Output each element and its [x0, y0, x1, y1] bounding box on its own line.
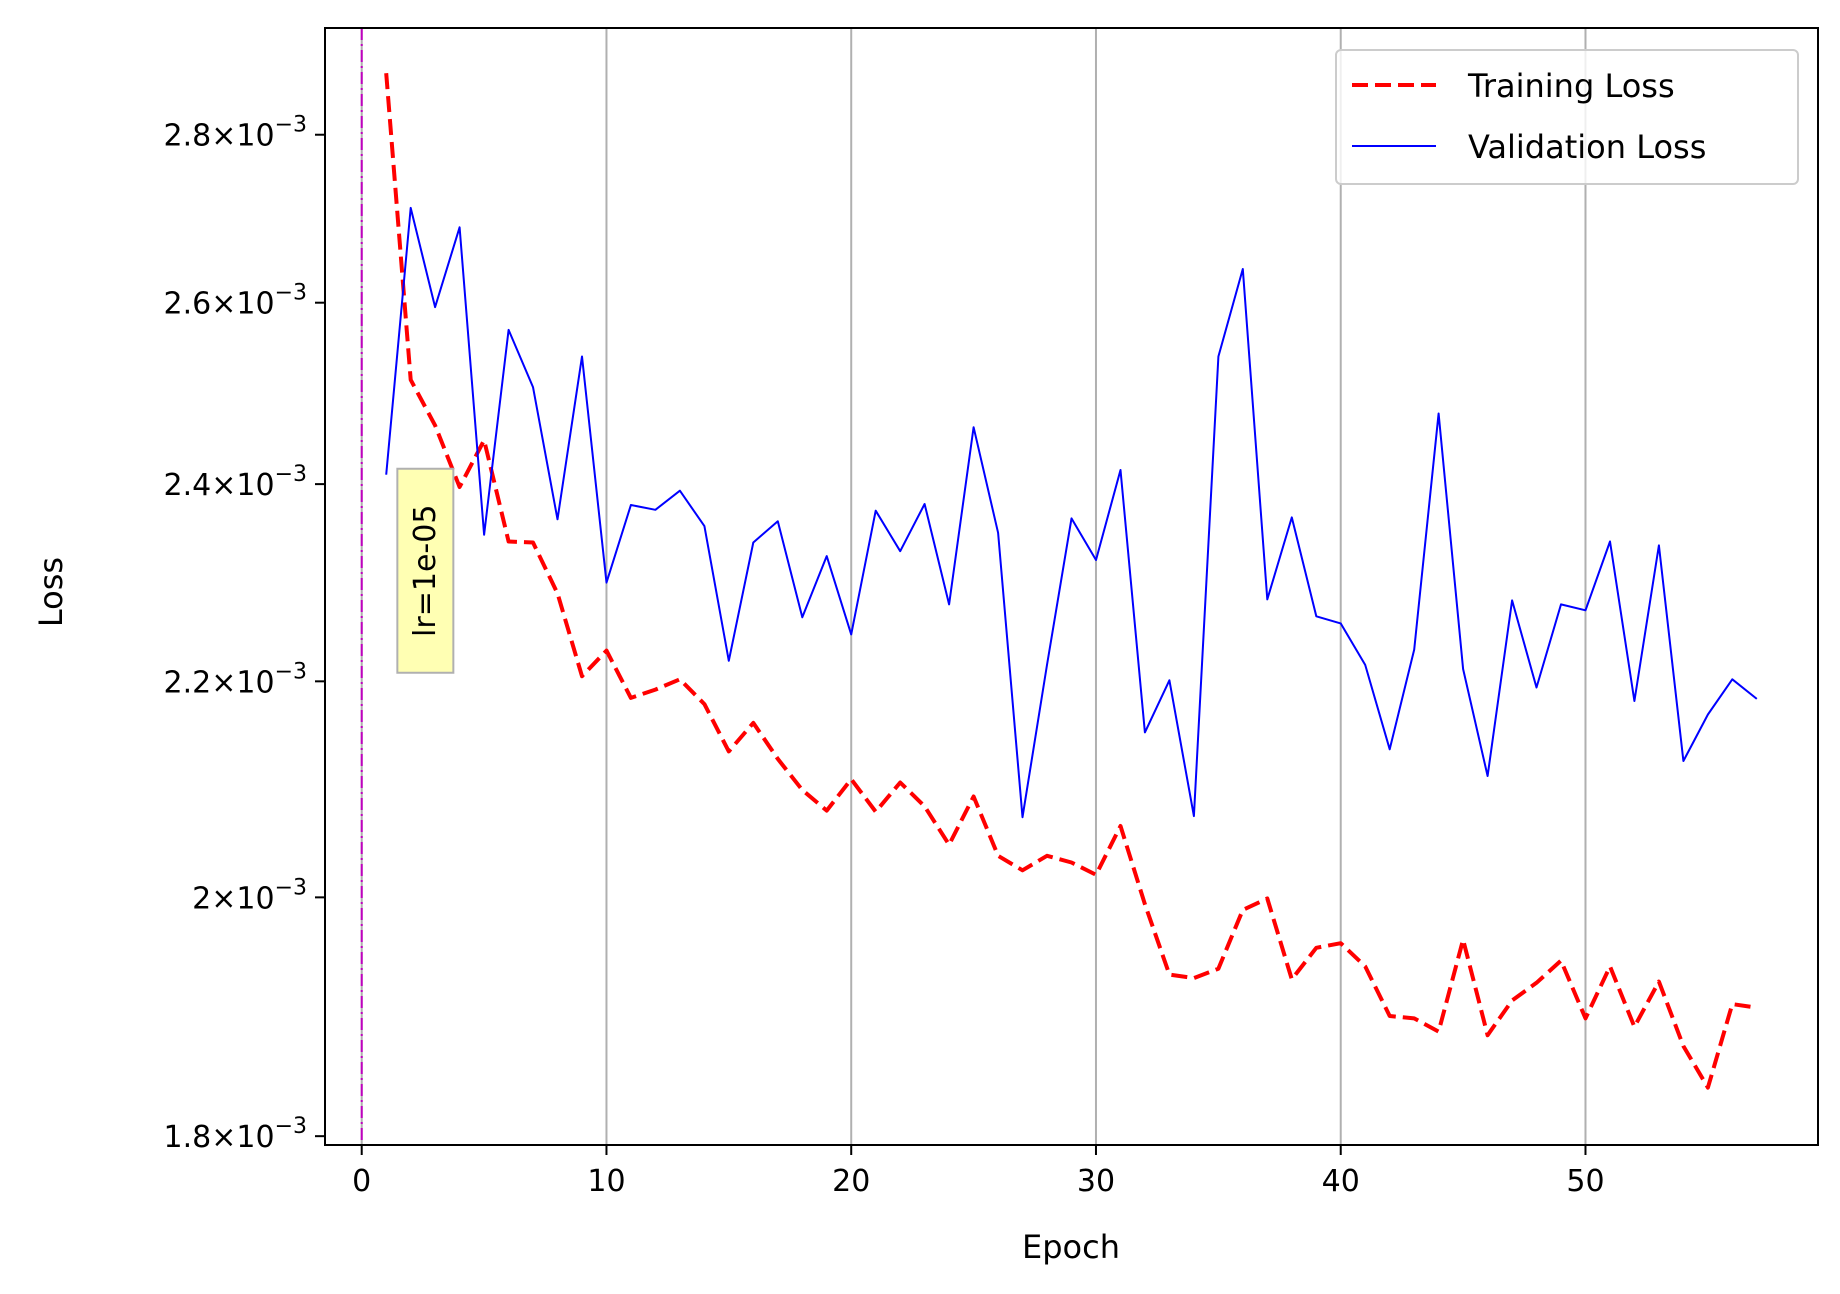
- x-tick-label: 20: [832, 1164, 870, 1199]
- training-loss-line: [384, 73, 1758, 1090]
- legend-label-validation: Validation Loss: [1468, 128, 1706, 166]
- y-tick-label: 2.8×10−3: [164, 113, 307, 154]
- legend-label-training: Training Loss: [1467, 67, 1675, 105]
- annotation-lr: lr=1e-05: [396, 467, 455, 674]
- y-tick-label: 2.6×10−3: [164, 281, 307, 322]
- x-tick-label: 50: [1566, 1164, 1604, 1199]
- legend-box: [1335, 49, 1799, 185]
- plot-background: [325, 28, 1818, 1145]
- series-lines: [384, 73, 1758, 1090]
- y-tick-label: 2.2×10−3: [164, 659, 307, 700]
- validation-loss-line: [385, 206, 1758, 819]
- y-tick-label: 1.8×10−3: [164, 1114, 307, 1155]
- x-tick-label: 10: [587, 1164, 625, 1199]
- annotation-text: lr=1e-05: [408, 505, 443, 637]
- x-tick-label: 30: [1077, 1164, 1115, 1199]
- x-axis-ticks: 0 10 20 30 40 50: [352, 1145, 1605, 1199]
- y-axis-title: Loss: [32, 557, 70, 627]
- y-tick-label: 2×10−3: [192, 875, 307, 916]
- plot-frame: [324, 27, 1819, 1146]
- legend: Training Loss Validation Loss: [1335, 49, 1799, 185]
- annotation-box: [396, 467, 455, 674]
- y-axis-ticks: 1.8×10−3 2×10−3 2.2×10−3 2.4×10−3 2.6×10−3 2.…: [164, 113, 325, 1155]
- x-axis-title: Epoch: [1022, 1228, 1120, 1266]
- x-tick-label: 40: [1322, 1164, 1360, 1199]
- x-tick-label: 0: [352, 1164, 371, 1199]
- y-tick-label: 2.4×10−3: [164, 462, 307, 503]
